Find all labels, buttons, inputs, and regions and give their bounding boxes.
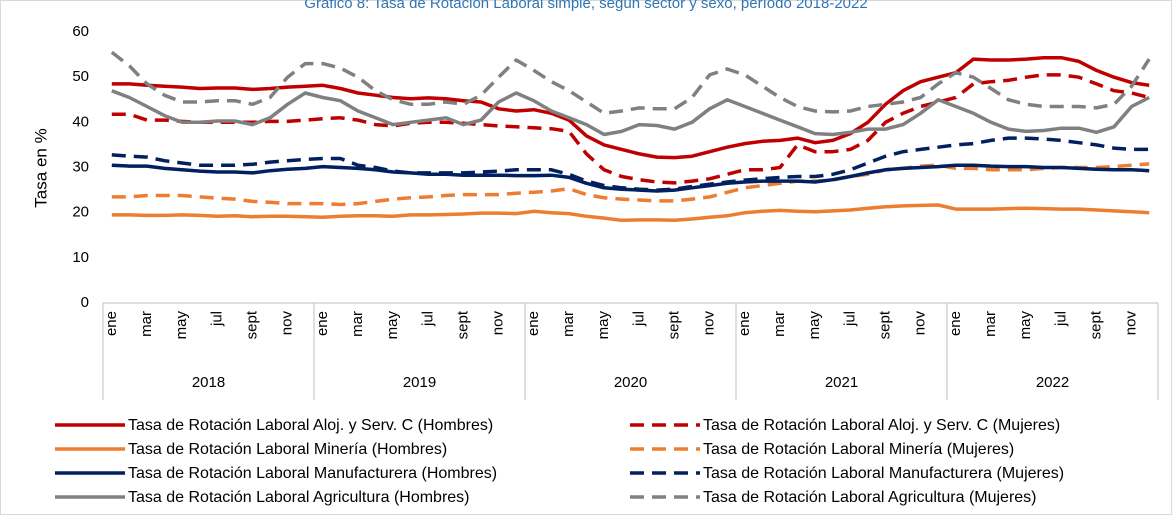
x-tick-label: sept	[1087, 310, 1104, 339]
series-line	[110, 50, 1151, 116]
y-tick-label: 0	[81, 294, 89, 311]
x-tick-label: mar	[138, 311, 155, 337]
x-tick-label: ene	[947, 311, 964, 336]
series-line	[111, 55, 1150, 160]
x-tick-label: ene	[736, 311, 753, 336]
legend-label: Tasa de Rotación Laboral Minería (Hombre…	[128, 441, 447, 458]
x-tick-label: ene	[103, 311, 120, 336]
y-tick-label: 30	[72, 158, 89, 175]
legend-label: Tasa de Rotación Laboral Agricultura (Mu…	[703, 489, 1037, 506]
x-tick-label: mar	[771, 311, 788, 337]
x-tick-label: jul	[630, 311, 647, 327]
x-tick-label: may	[1017, 311, 1034, 340]
y-tick-label: 20	[72, 204, 89, 221]
x-tick-label: jul	[841, 311, 858, 327]
x-tick-label: may	[806, 311, 823, 340]
legend-label: Tasa de Rotación Laboral Manufacturera (…	[128, 465, 497, 482]
x-tick-label: nov	[279, 311, 296, 336]
x-tick-label: sept	[876, 310, 893, 339]
x-tick-label: sept	[665, 310, 682, 339]
x-tick-label: mar	[982, 311, 999, 337]
y-axis-label: Tasa en %	[31, 128, 50, 207]
series-line	[111, 73, 1150, 185]
series-line	[111, 163, 1150, 193]
x-tick-label: may	[384, 311, 401, 340]
y-tick-label: 60	[72, 23, 89, 40]
x-tick-label: jul	[1052, 311, 1069, 327]
year-label: 2022	[1036, 374, 1069, 391]
x-tick-label: mar	[349, 311, 366, 337]
x-tick-label: ene	[525, 311, 542, 336]
legend-label: Tasa de Rotación Laboral Agricultura (Ho…	[128, 489, 470, 506]
x-tick-label: sept	[243, 310, 260, 339]
x-tick-label: may	[595, 311, 612, 340]
year-label: 2021	[825, 374, 858, 391]
x-tick-label: ene	[314, 311, 331, 336]
x-tick-label: nov	[490, 311, 507, 336]
legend-label: Tasa de Rotación Laboral Aloj. y Serv. C…	[703, 417, 1060, 434]
series-line	[111, 89, 1150, 137]
series-line	[111, 203, 1150, 223]
chart-title: Gráfico 8: Tasa de Rotación Laboral simp…	[304, 0, 867, 12]
x-tick-label: sept	[454, 310, 471, 339]
x-tick-label: jul	[419, 311, 436, 327]
x-tick-label: nov	[912, 311, 929, 336]
legend-label: Tasa de Rotación Laboral Minería (Mujere…	[703, 441, 1014, 458]
y-tick-label: 40	[72, 113, 89, 130]
x-tick-label: nov	[701, 311, 718, 336]
x-tick-label: jul	[208, 311, 225, 327]
x-tick-label: may	[173, 311, 190, 340]
series-line	[111, 162, 1150, 207]
x-tick-label: nov	[1123, 311, 1140, 336]
x-tick-label: mar	[560, 311, 577, 337]
legend-label: Tasa de Rotación Laboral Manufacturera (…	[703, 465, 1064, 482]
y-tick-label: 10	[72, 249, 89, 266]
y-tick-label: 50	[72, 68, 89, 85]
year-label: 2019	[403, 374, 436, 391]
legend-label: Tasa de Rotación Laboral Aloj. y Serv. C…	[128, 417, 493, 434]
year-label: 2020	[614, 374, 647, 391]
year-label: 2018	[192, 374, 225, 391]
